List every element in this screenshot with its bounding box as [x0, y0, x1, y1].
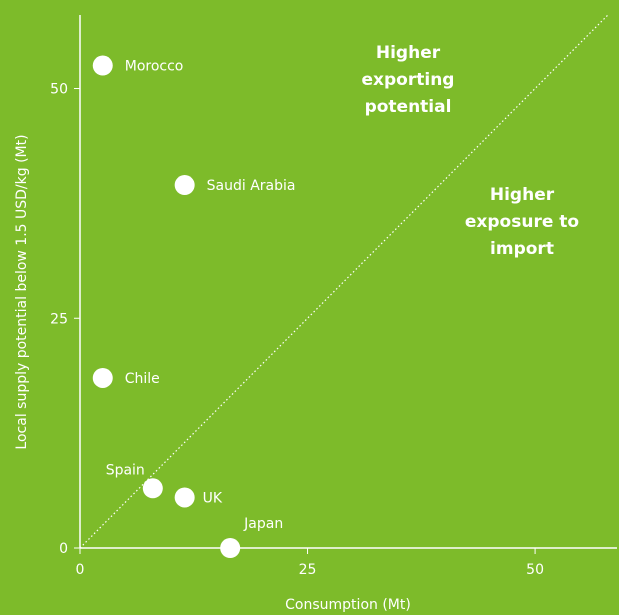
region-annotation-line: Higher — [376, 43, 441, 63]
x-tick-label: 25 — [299, 562, 317, 578]
data-point — [174, 487, 195, 508]
data-point-label: Morocco — [125, 59, 184, 75]
data-points: Morocco Saudi Arabia Chile Spain UK Japan — [92, 55, 296, 558]
parity-reference-line — [79, 14, 609, 549]
data-point-label: Japan — [243, 516, 283, 532]
region-annotation-line: import — [490, 239, 554, 259]
region-annotations: Higher exporting potential Higher exposure t… — [362, 43, 580, 259]
region-annotation-line: potential — [365, 97, 452, 117]
x-axis-title: Consumption (Mt) — [285, 597, 411, 613]
data-point-label: UK — [203, 490, 223, 506]
x-tick-label: 50 — [526, 562, 544, 578]
y-tick-label: 25 — [50, 311, 68, 327]
data-point — [220, 538, 241, 558]
data-point-label: Saudi Arabia — [207, 178, 296, 194]
region-annotation-line: exposure to — [465, 212, 579, 232]
data-point — [92, 55, 113, 76]
data-point-label: Chile — [125, 371, 160, 387]
y-tick-label: 50 — [50, 82, 68, 98]
y-tick-label: 0 — [59, 541, 68, 557]
region-annotation-line: exporting — [362, 70, 455, 90]
data-point — [142, 478, 163, 499]
data-point — [174, 175, 195, 196]
axis-ticks: 0 25 50 0 25 50 — [50, 82, 544, 578]
data-point-label: Spain — [106, 462, 145, 478]
axes — [79, 15, 617, 549]
region-annotation: Higher exposure to import — [465, 185, 579, 259]
region-annotation-line: Higher — [490, 185, 555, 205]
y-axis-title: Local supply potential below 1.5 USD/kg … — [14, 134, 30, 449]
x-tick-label: 0 — [76, 562, 85, 578]
data-point — [92, 367, 113, 388]
region-annotation: Higher exporting potential — [362, 43, 455, 117]
